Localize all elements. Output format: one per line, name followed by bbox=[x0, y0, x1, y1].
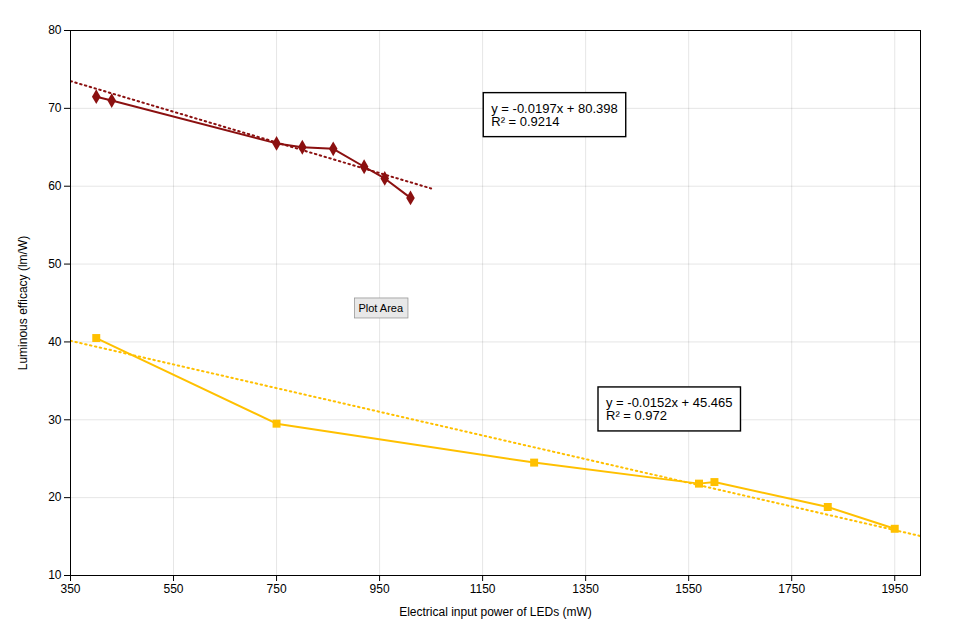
svg-text:80: 80 bbox=[48, 23, 62, 37]
svg-text:30: 30 bbox=[48, 413, 62, 427]
svg-text:550: 550 bbox=[164, 582, 184, 596]
svg-text:y = -0.0152x + 45.465R² = 0.97: y = -0.0152x + 45.465R² = 0.972 bbox=[606, 395, 732, 423]
svg-text:y = -0.0197x + 80.398R² = 0.92: y = -0.0197x + 80.398R² = 0.9214 bbox=[491, 101, 617, 129]
svg-text:1350: 1350 bbox=[572, 582, 599, 596]
svg-text:350: 350 bbox=[60, 582, 80, 596]
svg-text:20: 20 bbox=[48, 490, 62, 504]
svg-text:1950: 1950 bbox=[881, 582, 908, 596]
svg-text:70: 70 bbox=[48, 101, 62, 115]
svg-text:50: 50 bbox=[48, 257, 62, 271]
svg-text:60: 60 bbox=[48, 179, 62, 193]
svg-text:40: 40 bbox=[48, 335, 62, 349]
svg-text:Plot Area: Plot Area bbox=[358, 302, 404, 314]
svg-text:750: 750 bbox=[267, 582, 287, 596]
svg-text:Electrical input power of LEDs: Electrical input power of LEDs (mW) bbox=[399, 605, 592, 619]
svg-text:1150: 1150 bbox=[470, 582, 496, 596]
svg-text:1550: 1550 bbox=[675, 582, 702, 596]
svg-text:Luminous efficacy (lm/W): Luminous efficacy (lm/W) bbox=[16, 236, 30, 370]
svg-text:950: 950 bbox=[370, 582, 390, 596]
svg-text:10: 10 bbox=[48, 568, 62, 582]
svg-text:1750: 1750 bbox=[778, 582, 805, 596]
